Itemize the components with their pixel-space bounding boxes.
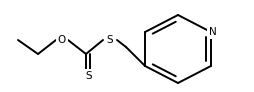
Text: N: N	[209, 27, 217, 37]
Text: S: S	[107, 35, 113, 45]
Text: S: S	[86, 71, 92, 81]
Text: O: O	[58, 35, 66, 45]
